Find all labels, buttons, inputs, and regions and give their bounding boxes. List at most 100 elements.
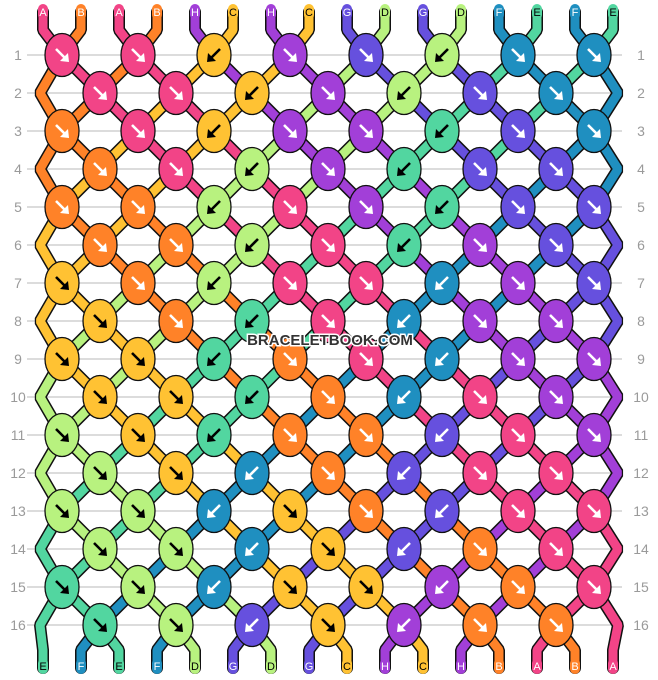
arrow-down-left-icon	[435, 352, 449, 366]
arrow-down-right-icon	[93, 542, 107, 556]
knot	[158, 298, 194, 344]
arrow-down-right-icon	[359, 580, 373, 594]
arrow-down-left-icon	[207, 276, 221, 290]
knot	[44, 108, 80, 154]
string-label: E	[533, 7, 540, 19]
row-number-right: 3	[637, 123, 645, 139]
knot	[424, 32, 460, 78]
arrow-down-right-icon	[511, 428, 525, 442]
string-label: H	[457, 661, 465, 673]
knot	[158, 70, 194, 116]
knot	[158, 374, 194, 420]
knot	[234, 70, 270, 116]
arrow-down-left-icon	[207, 428, 221, 442]
knot	[576, 184, 612, 230]
knot	[462, 526, 498, 572]
knot	[44, 488, 80, 534]
knot	[234, 222, 270, 268]
arrow-down-right-icon	[587, 276, 601, 290]
knot	[196, 32, 232, 78]
string-label: B	[153, 7, 160, 19]
knot	[234, 146, 270, 192]
knot	[120, 108, 156, 154]
arrow-down-right-icon	[131, 428, 145, 442]
arrow-down-right-icon	[93, 466, 107, 480]
knot	[538, 222, 574, 268]
knots	[44, 32, 612, 648]
arrow-down-right-icon	[359, 124, 373, 138]
row-number-left: 1	[14, 47, 22, 63]
knot	[462, 374, 498, 420]
row-number-left: 8	[14, 313, 22, 329]
knot	[272, 412, 308, 458]
knot	[196, 412, 232, 458]
arrow-down-left-icon	[245, 618, 259, 632]
row-number-left: 12	[10, 465, 26, 481]
string-label-tag	[342, 658, 352, 674]
knot	[196, 108, 232, 154]
string-label-tag	[152, 658, 162, 674]
arrow-down-right-icon	[473, 314, 487, 328]
arrow-down-left-icon	[207, 352, 221, 366]
arrow-down-left-icon	[397, 314, 411, 328]
knot	[272, 260, 308, 306]
arrow-down-right-icon	[169, 314, 183, 328]
string-label: C	[229, 7, 237, 19]
knot	[158, 602, 194, 648]
string-label: A	[39, 7, 47, 19]
row-number-right: 4	[637, 161, 645, 177]
string-label-tag	[418, 4, 428, 20]
knot	[500, 412, 536, 458]
arrow-down-left-icon	[245, 86, 259, 100]
arrow-down-right-icon	[55, 428, 69, 442]
arrow-down-left-icon	[245, 162, 259, 176]
knot	[120, 260, 156, 306]
knot	[462, 602, 498, 648]
string-label: D	[267, 661, 275, 673]
arrow-down-right-icon	[93, 238, 107, 252]
knot	[500, 488, 536, 534]
arrow-down-left-icon	[245, 542, 259, 556]
knot	[82, 70, 118, 116]
knot	[310, 298, 346, 344]
knot	[576, 412, 612, 458]
string-label: E	[609, 7, 616, 19]
arrow-down-right-icon	[169, 238, 183, 252]
arrow-down-right-icon	[283, 48, 297, 62]
arrow-down-right-icon	[511, 352, 525, 366]
arrow-down-right-icon	[321, 618, 335, 632]
string-label: E	[39, 661, 46, 673]
string-label-tag	[494, 4, 504, 20]
knot	[386, 146, 422, 192]
arrow-down-right-icon	[549, 162, 563, 176]
knot	[462, 70, 498, 116]
knot	[462, 222, 498, 268]
string-label-tag	[456, 4, 466, 20]
knot	[120, 184, 156, 230]
knot	[348, 108, 384, 154]
knot	[120, 412, 156, 458]
arrow-down-right-icon	[131, 48, 145, 62]
arrow-down-right-icon	[321, 314, 335, 328]
arrow-down-right-icon	[549, 390, 563, 404]
knot	[234, 298, 270, 344]
knot	[386, 450, 422, 496]
knot	[234, 526, 270, 572]
knot	[576, 260, 612, 306]
string-label: G	[305, 661, 314, 673]
string-label-tag	[532, 658, 542, 674]
arrow-down-right-icon	[169, 86, 183, 100]
string-label-tag	[456, 658, 466, 674]
arrow-down-left-icon	[207, 48, 221, 62]
string-labels: A B A B H C H C G D G D F E F E E F E F D G D G C H C H B A B A	[38, 4, 618, 674]
string-label: C	[419, 661, 427, 673]
knot	[310, 602, 346, 648]
knot	[386, 374, 422, 420]
knot	[44, 412, 80, 458]
row-number-right: 7	[637, 275, 645, 291]
arrow-down-right-icon	[55, 124, 69, 138]
string-label: A	[115, 7, 123, 19]
arrow-down-right-icon	[473, 238, 487, 252]
arrow-down-right-icon	[587, 580, 601, 594]
